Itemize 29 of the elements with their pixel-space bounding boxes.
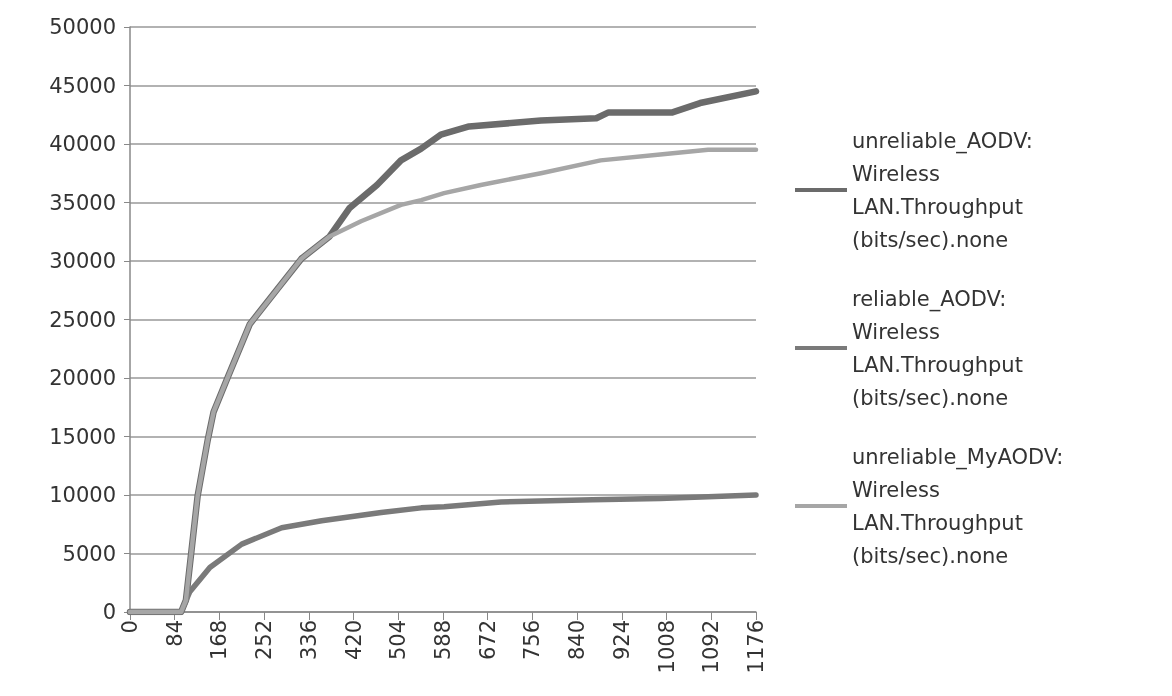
x-tick-label: 756	[520, 620, 545, 661]
legend-label: reliable_AODV: Wireless LAN.Throughput (bits/sec).none	[852, 286, 1030, 410]
x-tick-label: 168	[207, 620, 232, 661]
y-tick-label: 35000	[49, 190, 116, 215]
x-tick-label: 0	[118, 620, 142, 634]
x-tick-label: 840	[565, 620, 590, 661]
y-tick-label: 25000	[49, 307, 116, 332]
x-tick-label: 420	[341, 620, 366, 661]
x-tick-label: 504	[386, 620, 411, 661]
y-tick-label: 15000	[49, 424, 116, 449]
y-tick-label: 30000	[49, 249, 116, 273]
x-tick-label: 1008	[654, 620, 679, 674]
x-tick-label: 1092	[699, 620, 724, 674]
y-tick-label: 50000	[49, 15, 116, 39]
y-tick-label: 10000	[49, 483, 116, 507]
x-tick-label: 672	[475, 620, 500, 661]
y-tick-label: 45000	[49, 73, 116, 98]
x-tick-label: 336	[296, 620, 321, 661]
y-tick-label: 20000	[49, 366, 116, 390]
x-tick-label: 252	[252, 620, 277, 661]
y-tick-label: 40000	[49, 132, 116, 156]
legend-label: unreliable_MyAODV: Wireless LAN.Throughput (bits/sec).none	[852, 444, 1071, 568]
x-tick-label: 588	[431, 620, 455, 661]
x-tick-label: 924	[609, 620, 634, 661]
y-tick-label: 5000	[62, 541, 116, 566]
x-tick-label: 84	[162, 620, 187, 647]
y-tick-label: 0	[102, 600, 116, 624]
x-tick-label: 1176	[744, 620, 768, 674]
legend-label: unreliable_AODV: Wireless LAN.Throughput (bits/sec).none	[852, 128, 1040, 252]
